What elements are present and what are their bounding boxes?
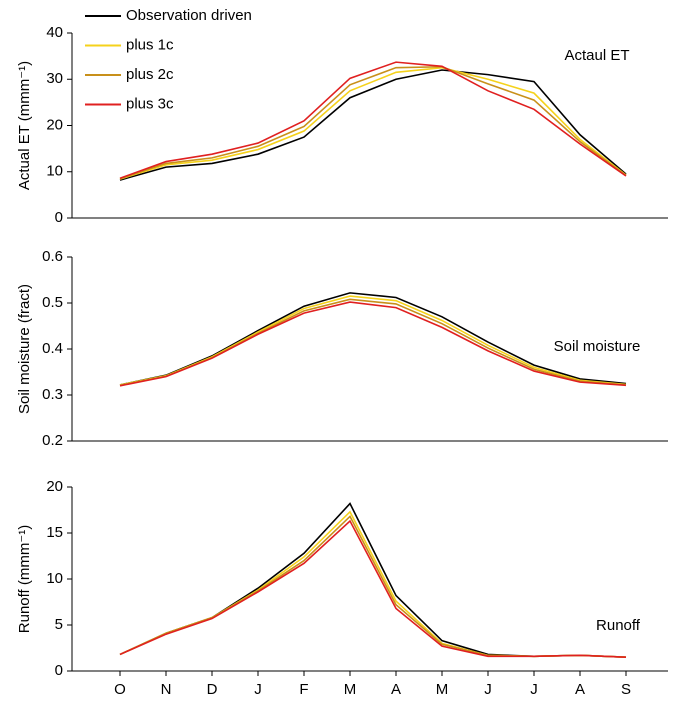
legend-label: plus 1c: [126, 36, 174, 53]
series-line: [119, 295, 627, 386]
x-tick-label: A: [575, 681, 585, 698]
y-tick-label: 0: [55, 662, 63, 679]
y-axis-label: Soil moisture (fract): [16, 284, 33, 414]
annotation: Runoff: [596, 617, 641, 634]
x-tick-label: D: [207, 681, 218, 698]
y-tick-label: 10: [46, 570, 63, 587]
legend-label: plus 2c: [126, 66, 174, 83]
x-tick-label: A: [391, 681, 401, 698]
y-tick-label: 40: [46, 24, 63, 41]
y-tick-label: 0.4: [42, 340, 63, 357]
x-tick-label: M: [436, 681, 449, 698]
y-tick-label: 30: [46, 70, 63, 87]
series-line: [119, 510, 627, 658]
x-tick-label: S: [621, 681, 631, 698]
y-axis-label: Runoff (mmm⁻¹): [16, 525, 33, 633]
legend-label: Observation driven: [126, 7, 252, 24]
y-tick-label: 0.3: [42, 386, 63, 403]
y-tick-label: 0.2: [42, 432, 63, 449]
y-tick-label: 10: [46, 163, 63, 180]
annotation: Soil moisture: [554, 338, 641, 355]
legend-label: plus 3c: [126, 95, 174, 112]
x-tick-label: J: [530, 681, 538, 698]
series-line: [119, 502, 627, 658]
x-tick-label: O: [114, 681, 126, 698]
y-tick-label: 0.5: [42, 294, 63, 311]
series-line: [119, 69, 627, 181]
series-line: [119, 519, 627, 658]
x-tick-label: J: [254, 681, 262, 698]
y-tick-label: 0.6: [42, 248, 63, 265]
x-tick-label: N: [161, 681, 172, 698]
annotation: Actaul ET: [564, 47, 629, 64]
series-line: [119, 515, 627, 658]
series-line: [119, 65, 627, 180]
y-tick-label: 5: [55, 616, 63, 633]
series-line: [119, 301, 627, 387]
y-axis-label: Actual ET (mmm⁻¹): [16, 61, 33, 190]
y-tick-label: 20: [46, 478, 63, 495]
y-tick-label: 15: [46, 524, 63, 541]
x-tick-label: F: [299, 681, 308, 698]
y-tick-label: 0: [55, 209, 63, 226]
x-tick-label: M: [344, 681, 357, 698]
series-line: [119, 66, 627, 180]
x-tick-label: J: [484, 681, 492, 698]
series-line: [119, 61, 627, 179]
y-tick-label: 20: [46, 116, 63, 133]
